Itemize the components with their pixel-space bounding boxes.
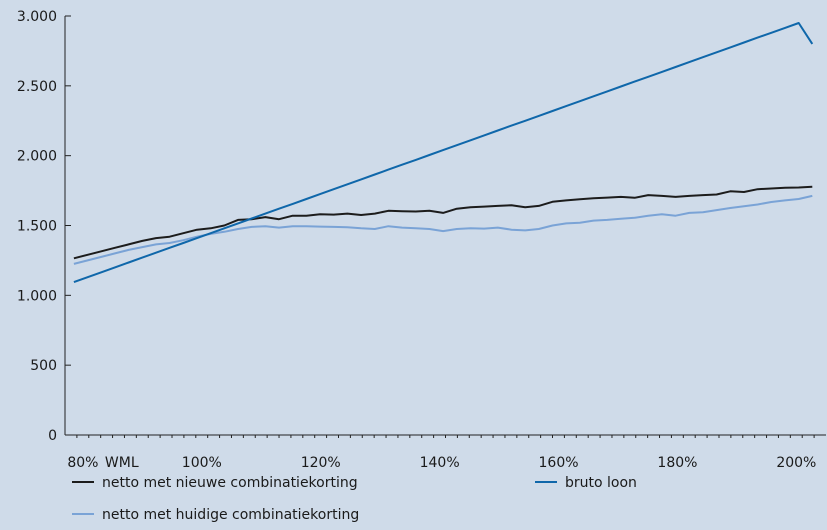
x-tick-label: 180% <box>657 455 697 471</box>
legend-label: netto met huidige combinatiekorting <box>102 507 359 523</box>
x-tick-label: 80% <box>67 455 98 471</box>
series-line-0 <box>73 185 813 260</box>
x-axis: 80% 100% 120% 140% 160% 180% 200% WML <box>65 434 826 471</box>
x-tick-label: 120% <box>301 455 341 471</box>
y-tick-label: 2.000 <box>17 149 57 165</box>
y-tick-label: 0 <box>48 428 57 444</box>
x-tick-label: 140% <box>420 455 460 471</box>
y-tick-label: 1.000 <box>17 288 57 304</box>
series-line-1 <box>73 194 813 265</box>
y-tick-label: 500 <box>30 358 57 374</box>
legend: netto met nieuwe combinatiekorting bruto … <box>72 475 637 523</box>
x-tick-label: 100% <box>182 455 222 471</box>
x-tick-label: 200% <box>776 455 816 471</box>
x-extra-label-wml: WML <box>105 455 139 471</box>
x-tick-label: 160% <box>539 455 579 471</box>
y-axis: 0 500 1.000 1.500 2.000 2.500 3.000 <box>17 9 71 444</box>
y-tick-label: 1.500 <box>17 219 57 235</box>
series-line-2 <box>73 22 814 284</box>
legend-label: netto met nieuwe combinatiekorting <box>102 475 358 491</box>
series-lines <box>73 22 814 284</box>
y-tick-label: 2.500 <box>17 79 57 95</box>
y-tick-label: 3.000 <box>17 9 57 25</box>
legend-label: bruto loon <box>565 475 637 491</box>
